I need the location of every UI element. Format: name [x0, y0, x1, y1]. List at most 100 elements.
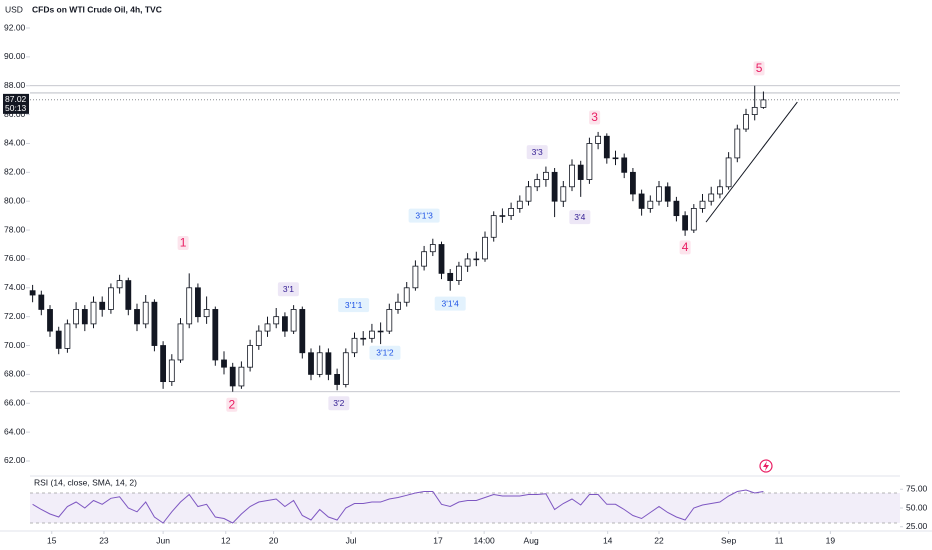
candle-body	[734, 128, 741, 159]
y-tick-label: 82.00	[4, 167, 26, 177]
candle-body	[603, 135, 610, 159]
candle-body	[308, 352, 314, 375]
candle-body	[342, 352, 349, 385]
candle-body	[151, 301, 158, 346]
candle-body	[395, 301, 401, 310]
candle-body	[316, 352, 323, 375]
rsi-tick-label: 25.00	[906, 521, 928, 531]
wave-label-bg	[589, 110, 601, 125]
wave-label: 3'1	[283, 284, 294, 294]
candle-body	[751, 106, 758, 116]
candle-body	[221, 359, 227, 368]
wave-label-bg	[369, 345, 401, 360]
candle-body	[125, 280, 132, 310]
last-price-box	[3, 93, 29, 114]
candle-body	[247, 345, 254, 368]
candle-body	[508, 208, 515, 217]
candle-body	[612, 157, 619, 160]
candle-body	[351, 337, 358, 354]
wave-label-bg	[753, 61, 765, 76]
x-tick-label: 14:00	[473, 535, 495, 545]
candle-body	[177, 323, 184, 361]
y-tick-label: 66.00	[4, 398, 26, 408]
rsi-tick-label: 75.00	[906, 484, 928, 494]
candle-body	[108, 287, 114, 310]
candle-body	[586, 143, 593, 180]
candle-body	[560, 186, 567, 202]
candle-body	[142, 301, 149, 325]
wave-label: 3'4	[574, 212, 585, 222]
candle-body	[699, 200, 706, 209]
y-tick-label: 88.00	[4, 80, 26, 90]
candle-body	[134, 309, 140, 325]
wave-label-bg	[277, 282, 299, 297]
wave-label-bg	[328, 396, 350, 411]
candle-body	[717, 186, 723, 195]
candle-body	[725, 157, 732, 188]
candle-body	[421, 251, 428, 267]
candle-body	[534, 179, 541, 188]
candle-body	[203, 309, 210, 318]
y-tick-label: 68.00	[4, 369, 26, 379]
candle-body	[360, 337, 367, 340]
alert-icon[interactable]	[759, 459, 773, 473]
x-tick-label: 20	[269, 535, 279, 545]
candle-body	[229, 366, 236, 387]
candle-body	[482, 236, 488, 260]
candle-body	[412, 265, 419, 289]
candle-body	[64, 323, 71, 349]
chart-title: CFDs on WTI Crude Oil, 4h, TVC	[32, 4, 162, 14]
rsi-tick-label: 50.00	[906, 502, 928, 512]
wave-label: 3'3	[532, 147, 543, 157]
candle-body	[682, 215, 689, 231]
candle-body	[212, 309, 219, 361]
candle-body	[569, 164, 575, 188]
candle-body	[438, 244, 445, 274]
candle-body	[551, 171, 558, 202]
candle-body	[760, 99, 767, 108]
candle-body	[447, 272, 454, 281]
candle-body	[647, 200, 654, 209]
wave-label: 3	[591, 110, 598, 124]
candle-body	[490, 215, 497, 238]
wave-label-bg	[226, 397, 238, 412]
candle-body	[595, 135, 602, 144]
trend-line	[705, 101, 798, 223]
wave-label-bg	[679, 240, 691, 255]
wave-label: 3'1'2	[376, 347, 394, 357]
candle-body	[90, 301, 97, 325]
candle-body	[255, 330, 262, 346]
wave-label: 5	[756, 61, 763, 75]
candle-body	[55, 330, 62, 349]
x-tick-label: 19	[826, 535, 836, 545]
x-tick-label: Jun	[156, 535, 170, 545]
candle-body	[473, 258, 480, 261]
y-tick-label: 70.00	[4, 340, 26, 350]
wave-label: 3'1'4	[441, 298, 459, 308]
candle-body	[673, 200, 680, 217]
candle-body	[29, 290, 36, 296]
x-tick-label: 11	[775, 535, 784, 545]
y-tick-label: 92.00	[4, 22, 26, 32]
x-tick-label: Jul	[346, 535, 357, 545]
wave-label: 3'1'1	[345, 300, 363, 310]
candle-body	[525, 186, 532, 202]
candle-body	[238, 366, 245, 387]
y-tick-label: 90.00	[4, 51, 26, 61]
x-tick-label: 12	[221, 535, 231, 545]
x-tick-label: 17	[433, 535, 443, 545]
y-tick-label: 76.00	[4, 253, 26, 263]
y-tick-label: 62.00	[4, 455, 26, 465]
candle-body	[290, 309, 297, 332]
candle-body	[168, 359, 175, 383]
candle-body	[73, 309, 80, 325]
wave-label: 2	[228, 397, 235, 411]
candle-body	[195, 287, 201, 318]
candle-body	[299, 309, 306, 354]
rsi-line	[32, 489, 764, 524]
x-tick-label: 14	[603, 535, 613, 545]
rsi-band	[30, 493, 900, 523]
y-tick-label: 64.00	[4, 426, 26, 436]
